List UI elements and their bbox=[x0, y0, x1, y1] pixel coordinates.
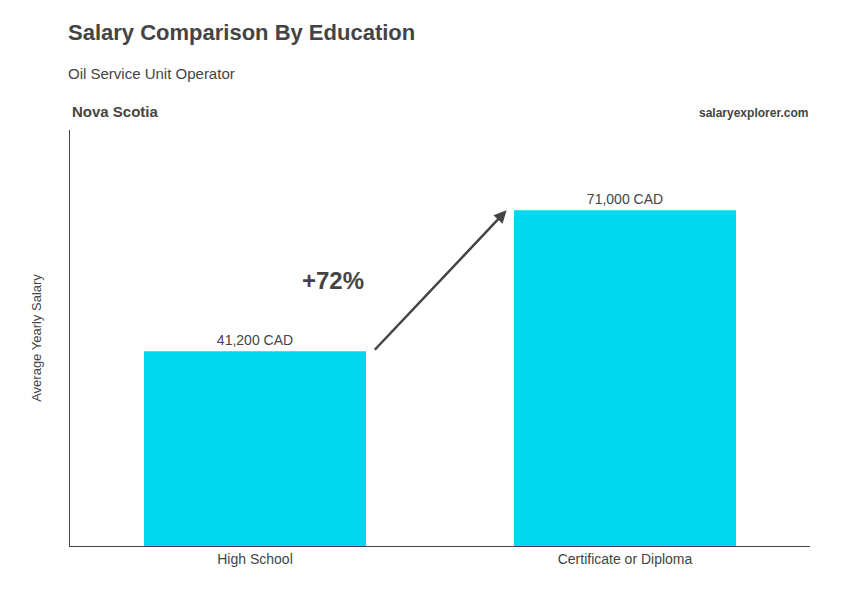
svg-text:Oil Service Unit Operator: Oil Service Unit Operator bbox=[68, 65, 235, 82]
svg-text:71,000 CAD: 71,000 CAD bbox=[587, 191, 663, 207]
svg-text:Average Yearly Salary: Average Yearly Salary bbox=[29, 274, 44, 402]
svg-text:salaryexplorer.com: salaryexplorer.com bbox=[699, 106, 808, 120]
svg-text:+72%: +72% bbox=[302, 267, 364, 294]
svg-text:Certificate or Diploma: Certificate or Diploma bbox=[558, 551, 693, 567]
svg-text:41,200 CAD: 41,200 CAD bbox=[217, 332, 293, 348]
svg-text:Nova Scotia: Nova Scotia bbox=[72, 103, 159, 120]
svg-text:High School: High School bbox=[217, 551, 293, 567]
svg-text:Salary Comparison By Education: Salary Comparison By Education bbox=[68, 20, 415, 45]
